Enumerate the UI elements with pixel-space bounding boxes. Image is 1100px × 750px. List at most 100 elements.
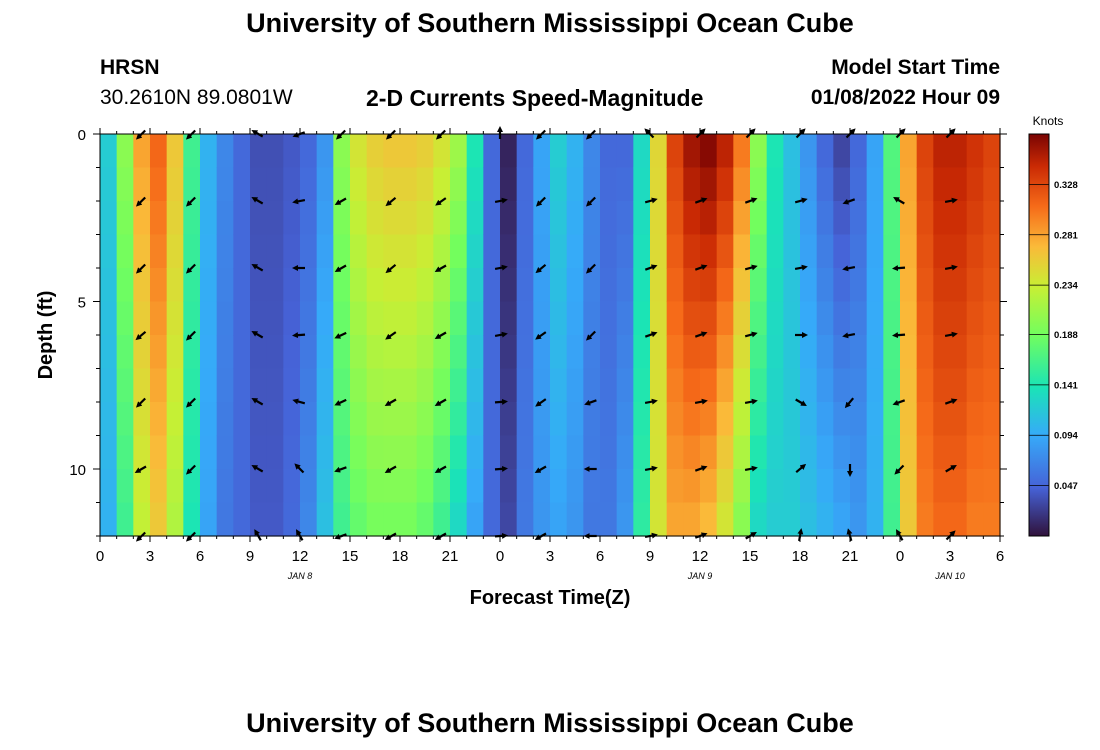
- heatmap-cell: [800, 301, 818, 336]
- heatmap-cell: [800, 201, 818, 236]
- heatmap-cell: [833, 134, 851, 169]
- heatmap-cell: [400, 234, 418, 269]
- heatmap-cell: [500, 234, 518, 269]
- heatmap-cell: [116, 469, 134, 504]
- heatmap-cell: [750, 301, 768, 336]
- heatmap-cell: [250, 234, 268, 269]
- heatmap-cell: [333, 234, 351, 269]
- heatmap-cell: [916, 301, 934, 336]
- heatmap-cell: [850, 134, 868, 169]
- heatmap-cell: [883, 469, 901, 504]
- heatmap-cell: [616, 469, 634, 504]
- heatmap-cell: [633, 368, 651, 403]
- heatmap-cell: [516, 301, 534, 336]
- heatmap-cell: [350, 368, 368, 403]
- heatmap-cell: [966, 134, 984, 169]
- heatmap-cell: [500, 167, 518, 202]
- heatmap-cell: [150, 402, 168, 437]
- heatmap-cell: [433, 502, 451, 537]
- heatmap-cell: [983, 301, 1001, 336]
- current-arrow: [494, 465, 508, 472]
- heatmap-cell: [350, 335, 368, 370]
- current-arrow: [251, 197, 264, 205]
- heatmap-cell: [233, 469, 251, 504]
- heatmap-cell: [816, 502, 834, 537]
- heatmap-cell: [566, 435, 584, 470]
- heatmap-cell: [683, 402, 701, 437]
- heatmap-cell: [183, 469, 201, 504]
- heatmap-cell: [933, 167, 951, 202]
- heatmap-cell: [266, 167, 284, 202]
- heatmap-cell: [966, 469, 984, 504]
- heatmap-cell: [300, 502, 318, 537]
- heatmap-cell: [383, 234, 401, 269]
- heatmap-cell: [216, 167, 234, 202]
- heatmap-cell: [300, 469, 318, 504]
- heatmap-cell: [216, 469, 234, 504]
- heatmap-cell: [616, 435, 634, 470]
- heatmap-cell: [200, 469, 218, 504]
- heatmap-cell: [833, 368, 851, 403]
- heatmap-cell: [450, 435, 468, 470]
- heatmap-cell: [750, 469, 768, 504]
- heatmap-cell: [783, 234, 801, 269]
- heatmap-cell: [216, 301, 234, 336]
- heatmap-cell: [233, 402, 251, 437]
- heatmap-cell: [283, 368, 301, 403]
- current-arrow: [844, 397, 855, 409]
- heatmap-cell: [483, 201, 501, 236]
- heatmap-cell: [250, 268, 268, 303]
- heatmap-cell: [483, 301, 501, 336]
- current-arrow: [135, 330, 147, 341]
- heatmap-cell: [733, 301, 751, 336]
- heatmap-cell: [916, 201, 934, 236]
- heatmap-cell: [566, 134, 584, 169]
- heatmap-cell: [633, 134, 651, 169]
- heatmap-cell: [900, 167, 918, 202]
- heatmap-cell: [500, 368, 518, 403]
- heatmap-cell: [400, 502, 418, 537]
- heatmap-cell: [316, 268, 334, 303]
- current-arrow: [694, 197, 708, 204]
- colorbar-tick-label: 0.281: [1054, 230, 1078, 241]
- heatmap-cell: [300, 435, 318, 470]
- heatmap-cell: [550, 301, 568, 336]
- heatmap-cell: [600, 134, 618, 169]
- heatmap-cell: [200, 435, 218, 470]
- heatmap-cell: [650, 268, 668, 303]
- colorbar-tick-label: 0.234: [1054, 281, 1078, 292]
- heatmap-cell: [233, 134, 251, 169]
- heatmap-cell: [866, 167, 884, 202]
- heatmap-cell: [283, 402, 301, 437]
- current-arrow: [494, 331, 508, 338]
- current-arrow: [251, 264, 264, 272]
- heatmap-cell: [950, 134, 968, 169]
- x-tick-label: 18: [392, 548, 409, 565]
- current-arrow: [644, 331, 658, 338]
- heatmap-cell: [566, 268, 584, 303]
- current-arrow: [794, 264, 808, 271]
- heatmap-cell: [900, 335, 918, 370]
- heatmap-cell: [100, 201, 118, 236]
- colorbar-tick-label: 0.141: [1054, 380, 1078, 391]
- heatmap-cell: [966, 435, 984, 470]
- heatmap-cell: [916, 502, 934, 537]
- heatmap-cell: [316, 402, 334, 437]
- heatmap-cell: [983, 502, 1001, 537]
- heatmap-cell: [666, 435, 684, 470]
- heatmap-cell: [500, 335, 518, 370]
- heatmap-cell: [216, 435, 234, 470]
- heatmap-cell: [333, 368, 351, 403]
- heatmap-cell: [316, 502, 334, 537]
- current-arrow: [494, 197, 508, 204]
- heatmap-cell: [150, 435, 168, 470]
- heatmap-cell: [833, 167, 851, 202]
- current-arrow: [385, 263, 397, 274]
- heatmap-cell: [650, 502, 668, 537]
- heatmap-cell: [933, 435, 951, 470]
- heatmap-cell: [433, 201, 451, 236]
- heatmap-cell: [966, 234, 984, 269]
- heatmap-cell: [850, 268, 868, 303]
- heatmap-cell: [500, 502, 518, 537]
- heatmap-cell: [333, 335, 351, 370]
